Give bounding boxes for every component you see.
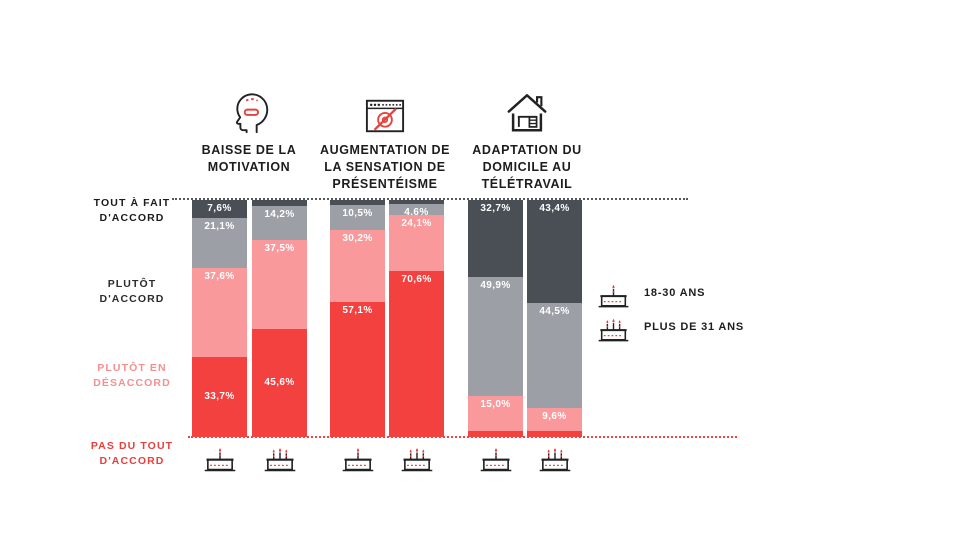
segment-value-label: 14,2% — [264, 209, 295, 221]
category-title-domicile: ADAPTATION DU DOMICILE AU TÉLÉTRAVAIL — [472, 143, 582, 191]
gridline-100-percent — [172, 198, 688, 200]
bar-segment: 70,6% — [389, 271, 444, 437]
bar-segment: 49,9% — [468, 277, 523, 396]
cake-three-candles-icon — [399, 441, 435, 473]
segment-value-label: 30,2% — [342, 233, 373, 245]
bar-segment: 15,0% — [468, 395, 523, 432]
category-title-presenteisme: AUGMENTATION DE LA SENSATION DE PRÉSENTÉ… — [319, 143, 451, 191]
segment-value-label: 15,0% — [480, 398, 511, 410]
segment-value-label: 21,1% — [204, 221, 235, 232]
bar-segment: 24,1% — [389, 214, 444, 272]
bar-domicile-18-30: 32,7% 49,9% 15,0% — [468, 200, 523, 437]
segment-value-label: 45,6% — [264, 376, 295, 388]
bar-segment: 30,2% — [330, 230, 385, 302]
bar-segment: 37,6% — [192, 268, 247, 358]
legend-label: 18-30 ANS — [644, 287, 706, 299]
axis-label-plutot-en-desaccord: PLUTÔT EN DÉSACCORD — [93, 362, 171, 389]
axis-label-plutot-daccord: PLUTÔT D'ACCORD — [99, 278, 165, 305]
legend-item-31-plus: PLUS DE 31 ANS — [596, 310, 744, 344]
legend-item-18-30: 18-30 ANS — [596, 276, 744, 310]
cake-one-candle-icon — [202, 441, 238, 473]
segment-value-label: 33,7% — [204, 391, 235, 403]
legend-label: PLUS DE 31 ANS — [644, 321, 745, 333]
bar-segment: 45,6% — [252, 328, 307, 437]
bar-domicile-31-plus: 43,4% 44,5% 9,6% — [527, 200, 582, 437]
segment-value-label: 57,1% — [342, 304, 373, 316]
bar-segment: 37,5% — [252, 240, 307, 329]
cake-three-candles-icon — [262, 441, 298, 473]
demotivation-head-icon — [187, 86, 311, 136]
segment-value-label: 24,1% — [401, 217, 432, 229]
cake-three-candles-icon — [596, 312, 631, 343]
bar-segment — [468, 431, 523, 437]
axis-label-tout-a-fait-daccord: TOUT À FAIT D'ACCORD — [93, 197, 171, 224]
segment-value-label: 37,5% — [264, 243, 295, 255]
bar-segment: 14,2% — [252, 206, 307, 241]
bar-segment: 32,7% — [468, 200, 523, 278]
gridline-0-percent — [188, 436, 737, 438]
segment-value-label: 43,4% — [539, 203, 570, 214]
segment-value-label: 10,5% — [342, 208, 373, 220]
segment-value-label: 7,6% — [207, 203, 232, 214]
cake-one-candle-icon — [596, 278, 631, 309]
cake-one-candle-icon — [478, 441, 514, 473]
segment-value-label: 4,6% — [404, 207, 429, 218]
segment-value-label: 9,6% — [542, 411, 567, 423]
segment-value-label: 70,6% — [401, 274, 432, 286]
cake-three-candles-icon — [537, 441, 573, 473]
category-title-motivation: BAISSE DE LA MOTIVATION — [201, 143, 297, 174]
age-legend: 18-30 ANS PLUS DE 31 ANS — [596, 276, 744, 344]
bar-segment: 21,1% — [192, 218, 247, 268]
bar-segment: 4,6% — [389, 204, 444, 218]
home-office-house-icon — [454, 86, 600, 136]
bar-segment — [389, 200, 444, 204]
bar-motivation-31-plus: 14,2% 37,5% 45,6% — [252, 200, 307, 437]
bar-segment: 9,6% — [527, 408, 582, 432]
segment-value-label: 49,9% — [480, 280, 511, 292]
no-webcam-browser-icon — [312, 86, 458, 136]
segment-value-label: 44,5% — [539, 305, 570, 317]
segment-value-label: 37,6% — [204, 271, 235, 282]
bar-segment — [527, 431, 582, 437]
category-header-presenteisme: AUGMENTATION DE LA SENSATION DE PRÉSENTÉ… — [312, 86, 458, 193]
bar-segment: 33,7% — [192, 357, 247, 437]
segment-value-label: 32,7% — [480, 203, 511, 214]
bar-presenteisme-31-plus: 4,6% 24,1% 70,6% — [389, 200, 444, 437]
bar-segment — [330, 200, 385, 206]
axis-label-pas-du-tout-daccord: PAS DU TOUT D'ACCORD — [90, 440, 174, 467]
bar-segment: 7,6% — [192, 200, 247, 218]
bar-segment: 10,5% — [330, 205, 385, 231]
bar-segment: 43,4% — [527, 200, 582, 303]
category-header-domicile: ADAPTATION DU DOMICILE AU TÉLÉTRAVAIL — [454, 86, 600, 193]
bar-segment: 44,5% — [527, 302, 582, 409]
cake-one-candle-icon — [340, 441, 376, 473]
category-header-motivation: BAISSE DE LA MOTIVATION — [187, 86, 311, 176]
bar-motivation-18-30: 7,6% 21,1% 37,6% 33,7% — [192, 200, 247, 437]
bar-presenteisme-18-30: 10,5% 30,2% 57,1% — [330, 200, 385, 437]
bar-segment — [252, 200, 307, 207]
bar-segment: 57,1% — [330, 301, 385, 437]
